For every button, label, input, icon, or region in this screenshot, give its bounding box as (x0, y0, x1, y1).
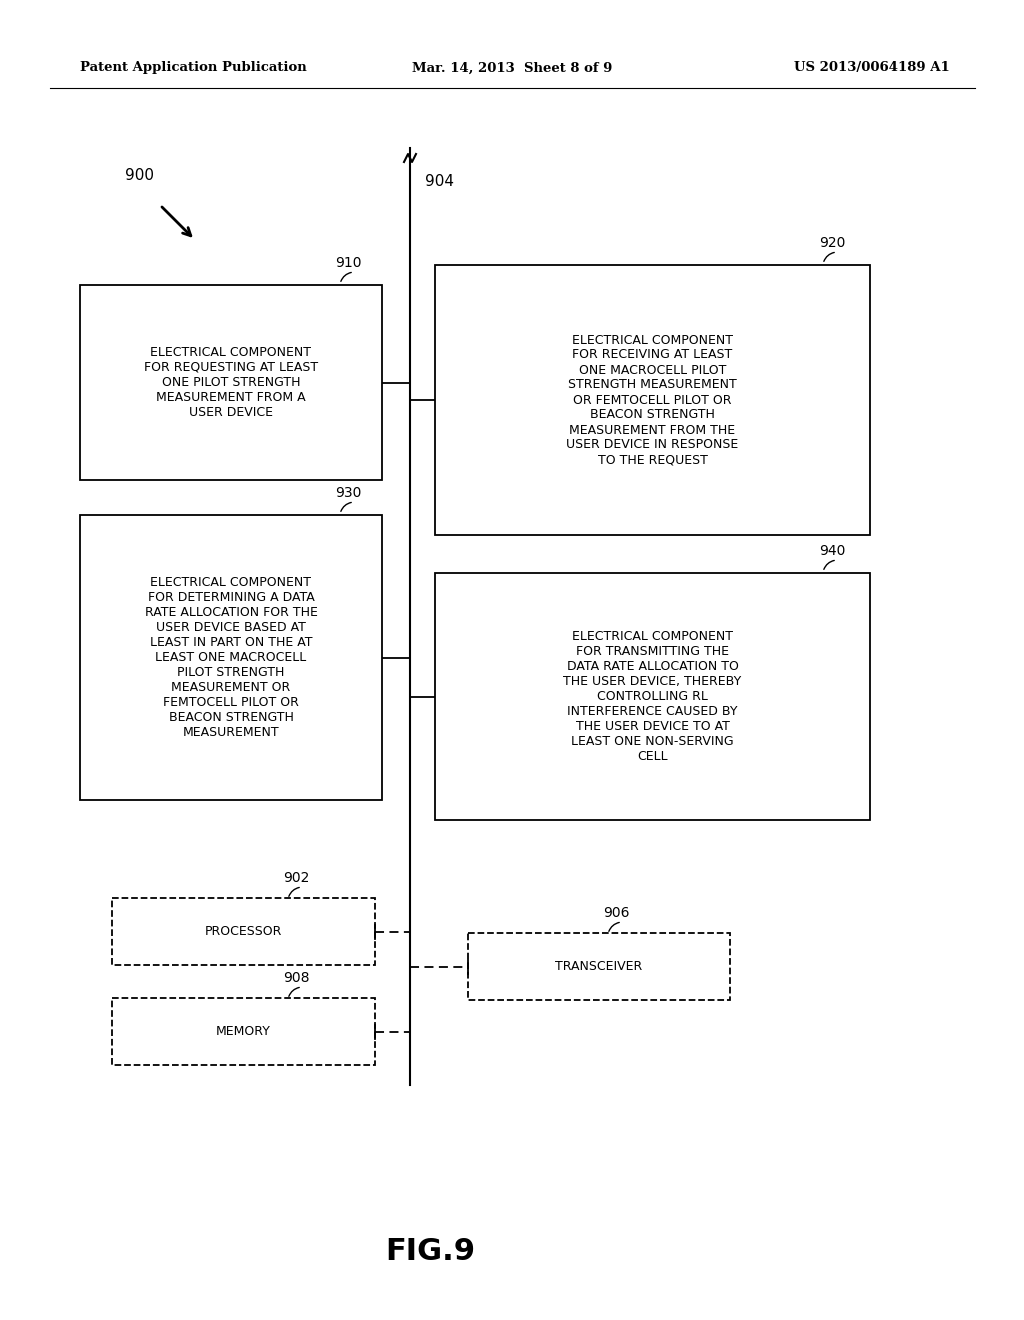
Bar (468, 933, 730, 1001)
Text: 906: 906 (603, 906, 630, 920)
Text: 908: 908 (284, 972, 310, 985)
Text: Patent Application Publication: Patent Application Publication (80, 62, 307, 74)
Text: 900: 900 (125, 168, 154, 182)
Text: ELECTRICAL COMPONENT
FOR REQUESTING AT LEAST
ONE PILOT STRENGTH
MEASUREMENT FROM: ELECTRICAL COMPONENT FOR REQUESTING AT L… (144, 346, 318, 418)
Bar (435, 265, 870, 535)
Text: ELECTRICAL COMPONENT
FOR DETERMINING A DATA
RATE ALLOCATION FOR THE
USER DEVICE : ELECTRICAL COMPONENT FOR DETERMINING A D… (144, 576, 317, 739)
Text: Mar. 14, 2013  Sheet 8 of 9: Mar. 14, 2013 Sheet 8 of 9 (412, 62, 612, 74)
Text: US 2013/0064189 A1: US 2013/0064189 A1 (795, 62, 950, 74)
Text: 940: 940 (818, 544, 845, 558)
Bar (112, 998, 375, 1065)
Text: ELECTRICAL COMPONENT
FOR TRANSMITTING THE
DATA RATE ALLOCATION TO
THE USER DEVIC: ELECTRICAL COMPONENT FOR TRANSMITTING TH… (563, 630, 741, 763)
Text: FIG.9: FIG.9 (385, 1238, 475, 1266)
Text: 930: 930 (336, 486, 362, 500)
Text: 902: 902 (284, 871, 310, 884)
Text: ELECTRICAL COMPONENT
FOR RECEIVING AT LEAST
ONE MACROCELL PILOT
STRENGTH MEASURE: ELECTRICAL COMPONENT FOR RECEIVING AT LE… (566, 334, 738, 466)
Bar (80, 285, 382, 480)
Bar (112, 898, 375, 965)
Text: PROCESSOR: PROCESSOR (205, 925, 283, 939)
Text: 920: 920 (818, 236, 845, 249)
Text: 904: 904 (425, 174, 454, 190)
Bar (80, 515, 382, 800)
Bar (435, 573, 870, 820)
Text: 910: 910 (336, 256, 362, 271)
Text: TRANSCEIVER: TRANSCEIVER (555, 960, 643, 973)
Text: MEMORY: MEMORY (216, 1026, 271, 1038)
